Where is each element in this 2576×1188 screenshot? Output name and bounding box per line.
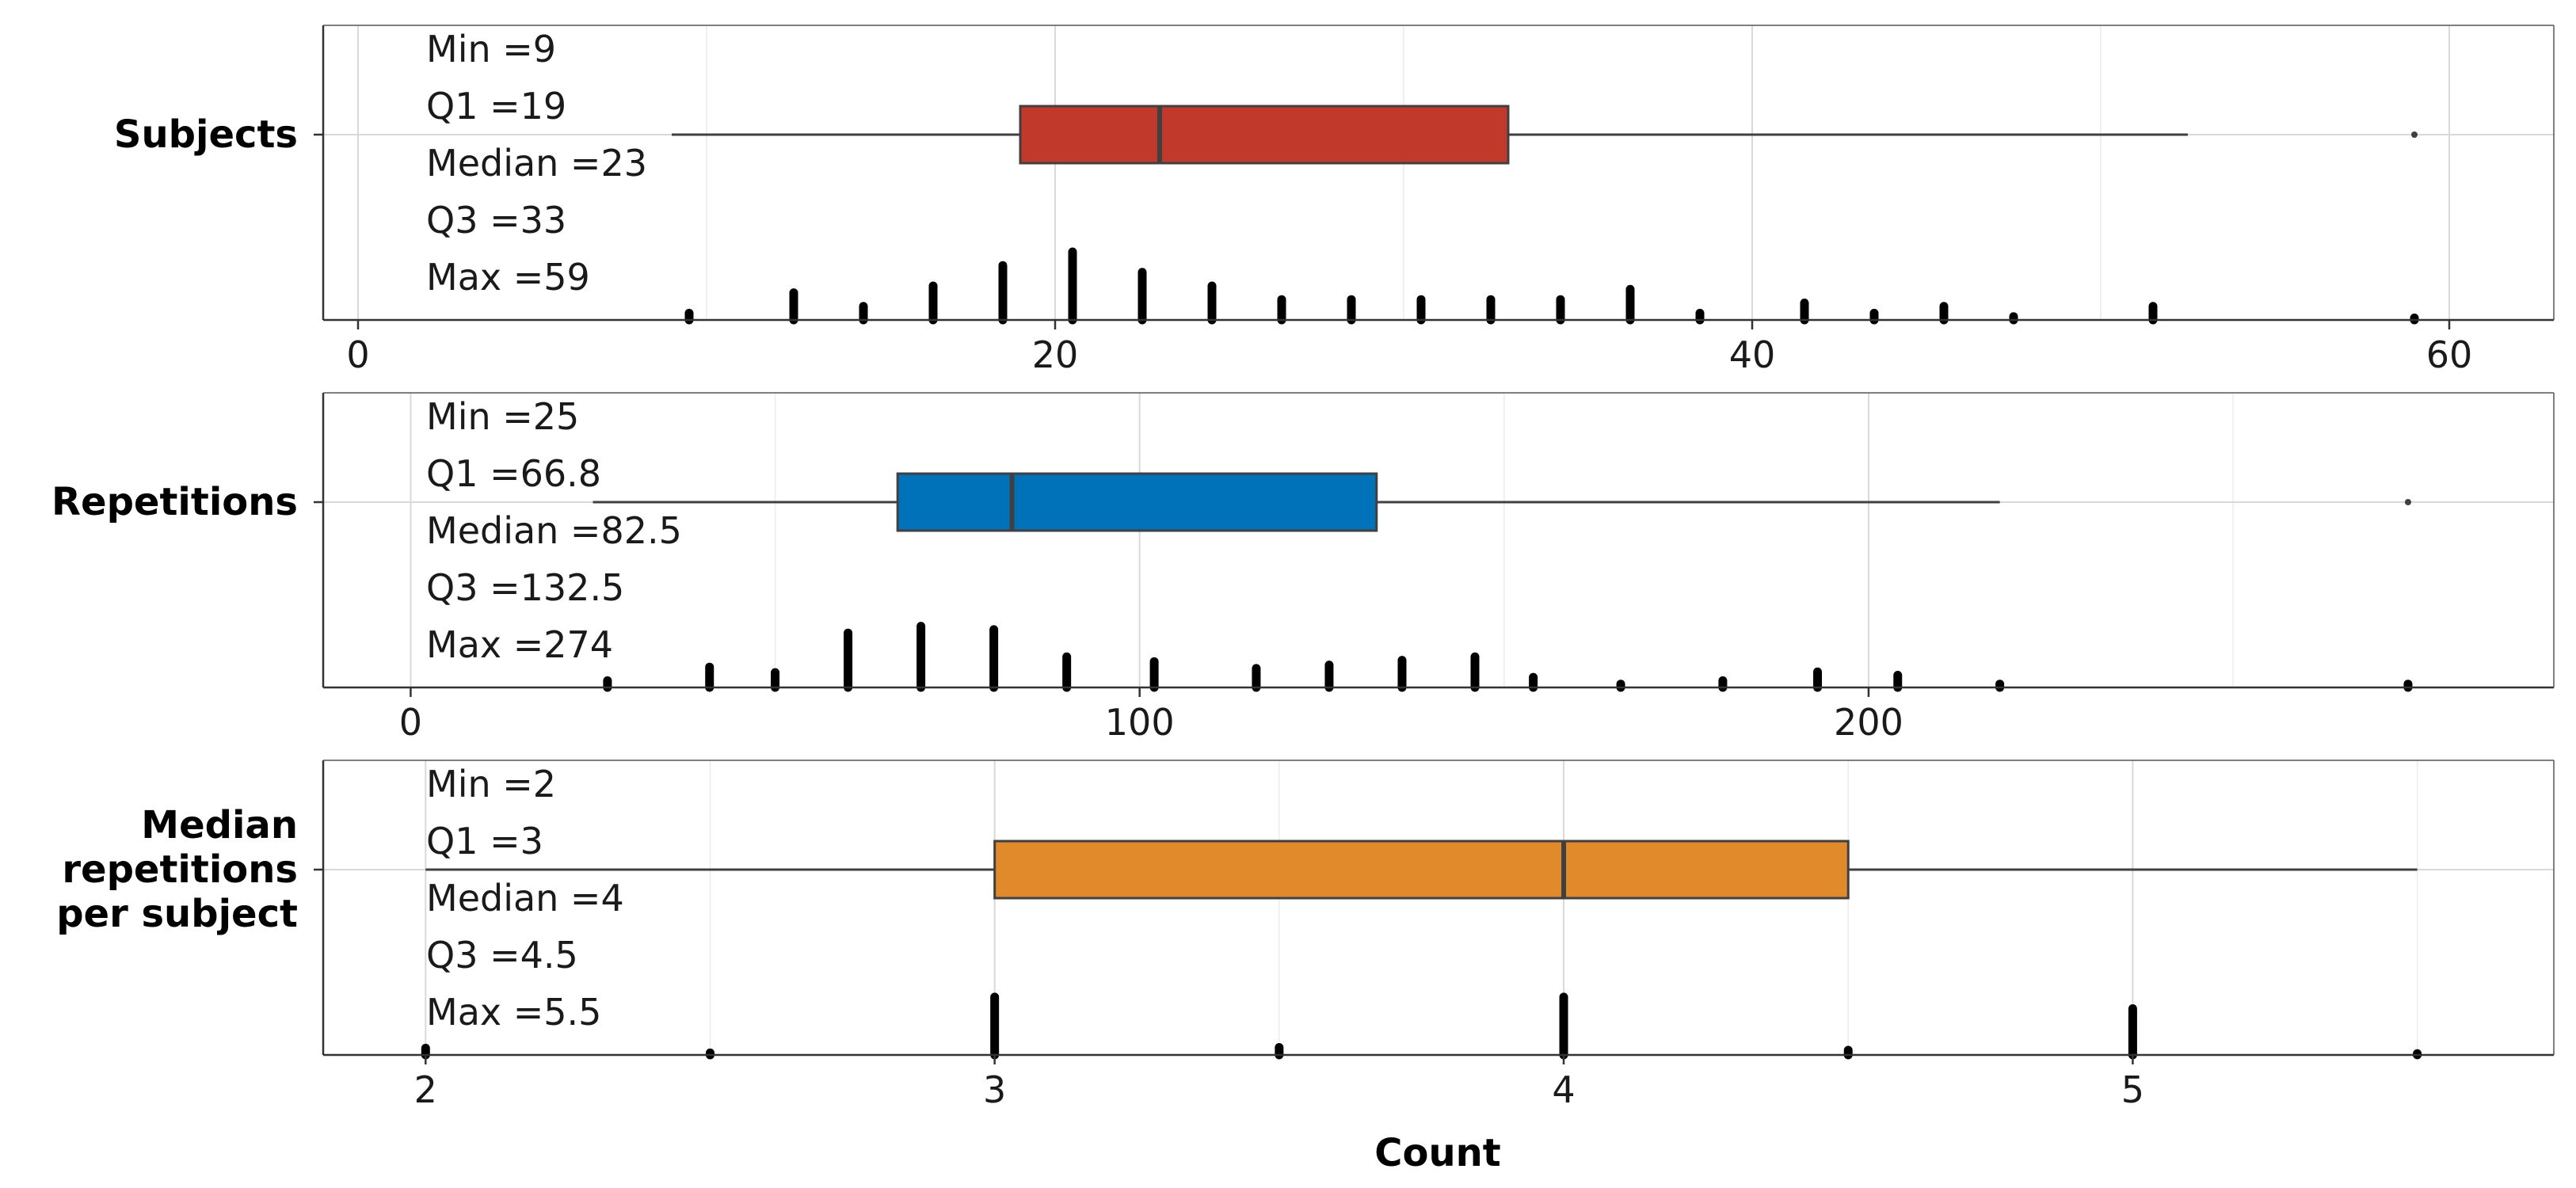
stat-median: Median =4 bbox=[426, 877, 624, 920]
stat-q3: Q3 =4.5 bbox=[426, 934, 578, 977]
iqr-box bbox=[993, 840, 1850, 900]
panel-2: Min =25 Q1 =66.8 Median =82.5 Q3 =132.5 Max … bbox=[51, 392, 2555, 744]
row-label: per subject bbox=[56, 892, 298, 936]
panel-background bbox=[323, 25, 2554, 320]
x-tick-label: 200 bbox=[1834, 701, 1903, 744]
x-tick-label: 3 bbox=[983, 1068, 1006, 1111]
stat-median: Median =82.5 bbox=[426, 509, 682, 552]
stat-q3: Q3 =132.5 bbox=[426, 566, 624, 609]
x-tick-label: 2 bbox=[414, 1068, 437, 1111]
row-label: repetitions bbox=[62, 847, 298, 892]
x-axis-title: Count bbox=[1374, 1131, 1501, 1175]
panel-background bbox=[323, 393, 2554, 687]
x-tick-label: 0 bbox=[399, 701, 422, 744]
x-tick-label: 100 bbox=[1105, 701, 1175, 744]
stat-q1: Q1 =19 bbox=[426, 85, 566, 128]
stat-median: Median =23 bbox=[426, 142, 647, 185]
panel-1: Min =9 Q1 =19 Median =23 Q3 =33 Max =59 0 20 40… bbox=[114, 25, 2555, 376]
row-label: Median bbox=[141, 803, 298, 847]
iqr-box bbox=[1019, 105, 1510, 165]
stat-max: Max =59 bbox=[426, 256, 590, 299]
outlier-point bbox=[2404, 499, 2411, 505]
panel-3: Min =2 Q1 =3 Median =4 Q3 =4.5 Max =5.5 2 3 4 5 M… bbox=[56, 760, 2555, 1111]
x-tick-label: 4 bbox=[1552, 1068, 1575, 1111]
stat-min: Min =25 bbox=[426, 395, 579, 438]
row-label: Subjects bbox=[114, 112, 298, 157]
x-tick-label: 20 bbox=[1032, 333, 1079, 376]
stat-q3: Q3 =33 bbox=[426, 199, 566, 242]
stat-max: Max =5.5 bbox=[426, 991, 601, 1034]
stat-q1: Q1 =3 bbox=[426, 820, 543, 862]
x-tick-label: 0 bbox=[346, 333, 369, 376]
x-tick-label: 40 bbox=[1729, 333, 1776, 376]
stat-min: Min =2 bbox=[426, 763, 556, 805]
x-tick-label: 5 bbox=[2121, 1068, 2144, 1111]
stat-min: Min =9 bbox=[426, 28, 556, 70]
iqr-box bbox=[896, 472, 1378, 532]
panel-background bbox=[323, 760, 2554, 1055]
stat-max: Max =274 bbox=[426, 623, 613, 666]
stat-q1: Q1 =66.8 bbox=[426, 452, 601, 495]
x-tick-label: 60 bbox=[2426, 333, 2473, 376]
row-label: Repetitions bbox=[51, 480, 298, 524]
outlier-point bbox=[2411, 131, 2418, 138]
